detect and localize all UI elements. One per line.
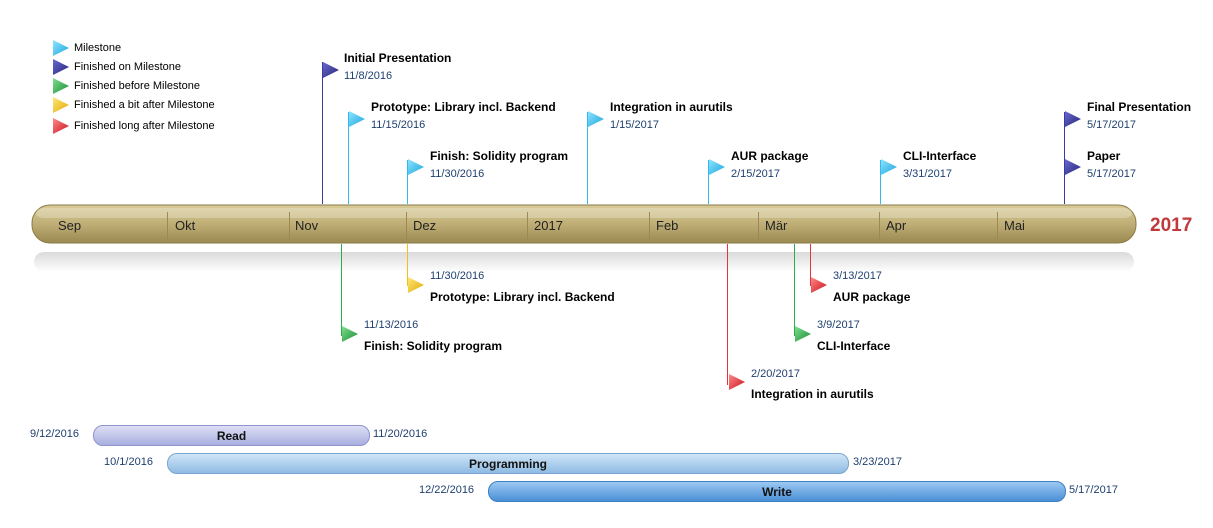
task-end-date: 3/23/2017: [853, 456, 902, 468]
legend-label: Milestone: [74, 42, 122, 54]
flag-green-icon: [342, 326, 358, 342]
legend-label: Finished before Milestone: [74, 80, 200, 92]
legend-label: Finished on Milestone: [74, 61, 182, 73]
flag-cyan-icon: [881, 159, 897, 175]
completion-date: 3/9/2017: [817, 319, 860, 331]
flag-navy-icon: [323, 62, 339, 78]
milestone-stem: [348, 112, 349, 204]
task-end-date: 11/20/2016: [373, 428, 428, 440]
legend-item-long-after: Finished long after Milestone: [52, 117, 215, 135]
completion-title: Finish: Solidity program: [364, 339, 503, 353]
month-divider: [649, 212, 650, 240]
month-divider: [406, 212, 407, 240]
completion-stem: [407, 244, 408, 286]
flag-red-icon: [729, 374, 745, 390]
month-label: Sep: [58, 218, 82, 233]
milestone-title: Integration in aurutils: [610, 100, 733, 114]
year-label: 2017: [1150, 215, 1193, 236]
task-label: Write: [762, 484, 792, 499]
task-bar: Programming: [167, 453, 849, 474]
completion-stem: [727, 244, 728, 385]
month-divider: [758, 212, 759, 240]
milestone-date: 11/30/2016: [430, 168, 485, 180]
completion-title: Prototype: Library incl. Backend: [430, 290, 615, 304]
completion-title: AUR package: [833, 290, 911, 304]
milestone-date: 11/15/2016: [371, 119, 426, 131]
milestone-title: Final Presentation: [1087, 100, 1192, 114]
flag-green-icon: [795, 326, 811, 342]
completion-date: 11/30/2016: [430, 270, 485, 282]
flag-cyan-icon: [349, 111, 365, 127]
task-start-date: 12/22/2016: [419, 484, 475, 496]
legend-label: Finished a bit after Milestone: [74, 99, 215, 111]
task-label: Read: [216, 428, 247, 443]
flag-red-icon: [53, 118, 69, 134]
completion-title: Integration in aurutils: [751, 387, 874, 401]
completion-stem: [341, 244, 342, 336]
flag-cyan-icon: [53, 40, 69, 56]
flag-green-icon: [53, 78, 69, 94]
flag-cyan-icon: [588, 111, 604, 127]
milestone-title: Initial Presentation: [344, 51, 452, 65]
flag-navy-icon: [1065, 159, 1081, 175]
milestone-title: Paper: [1087, 149, 1121, 163]
completion-title: CLI-Interface: [817, 339, 891, 353]
completion-stem: [810, 244, 811, 286]
milestone-date: 3/31/2017: [903, 168, 952, 180]
month-divider: [997, 212, 998, 240]
task-end-date: 5/17/2017: [1069, 484, 1118, 496]
flag-red-icon: [811, 277, 827, 293]
legend-label: Finished long after Milestone: [74, 120, 215, 132]
task-label: Programming: [468, 456, 547, 471]
legend-item-finished-on: Finished on Milestone: [52, 58, 181, 76]
milestone-stem: [322, 62, 323, 204]
milestone-stem: [1064, 112, 1065, 204]
flag-yellow-icon: [53, 97, 69, 113]
milestone-date: 1/15/2017: [610, 119, 659, 131]
month-label: Mär: [765, 218, 788, 233]
legend-item-bit-after: Finished a bit after Milestone: [52, 96, 215, 114]
milestone-title: CLI-Interface: [903, 149, 977, 163]
month-divider: [289, 212, 290, 240]
month-label: Dez: [413, 218, 437, 233]
task-start-date: 10/1/2016: [104, 456, 153, 468]
flag-cyan-icon: [709, 159, 725, 175]
month-divider: [879, 212, 880, 240]
milestone-date: 11/8/2016: [344, 70, 393, 82]
month-label: Feb: [656, 218, 679, 233]
milestone-stem: [407, 160, 408, 204]
milestone-date: 2/15/2017: [731, 168, 780, 180]
completion-date: 11/13/2016: [364, 319, 419, 331]
milestone-stem: [708, 160, 709, 204]
milestone-stem: [880, 160, 881, 204]
month-divider: [167, 212, 168, 240]
task-bar: Write: [488, 481, 1066, 502]
milestone-title: AUR package: [731, 149, 809, 163]
completion-stem: [794, 244, 795, 336]
milestone-stem: [587, 112, 588, 204]
timeline-band: [31, 204, 1137, 272]
month-label: Mai: [1004, 218, 1025, 233]
milestone-date: 5/17/2017: [1087, 168, 1136, 180]
task-start-date: 9/12/2016: [30, 428, 79, 440]
month-label: 2017: [534, 218, 563, 233]
flag-navy-icon: [53, 59, 69, 75]
flag-cyan-icon: [408, 159, 424, 175]
month-divider: [527, 212, 528, 240]
milestone-title: Prototype: Library incl. Backend: [371, 100, 556, 114]
month-label: Apr: [886, 218, 907, 233]
flag-navy-icon: [1065, 111, 1081, 127]
month-label: Nov: [295, 218, 319, 233]
milestone-date: 5/17/2017: [1087, 119, 1136, 131]
completion-date: 3/13/2017: [833, 270, 882, 282]
milestone-title: Finish: Solidity program: [430, 149, 569, 163]
month-label: Okt: [175, 218, 196, 233]
legend-item-finished-before: Finished before Milestone: [52, 77, 200, 95]
task-bar: Read: [93, 425, 370, 446]
flag-yellow-icon: [408, 277, 424, 293]
completion-date: 2/20/2017: [751, 368, 800, 380]
legend-item-milestone: Milestone: [52, 39, 121, 57]
